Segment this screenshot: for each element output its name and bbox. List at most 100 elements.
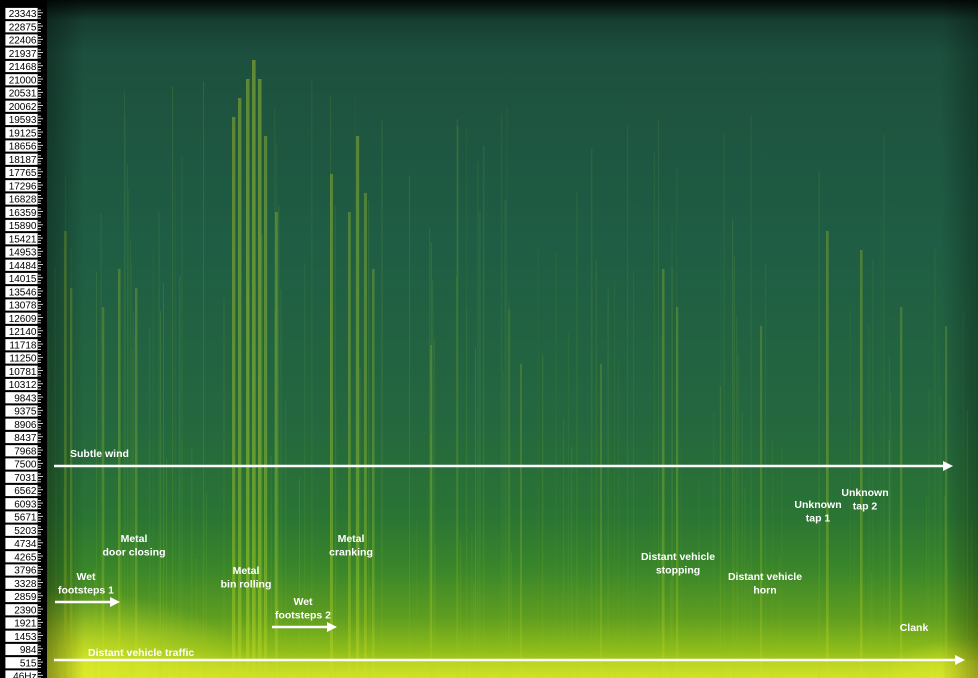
tick-label: 15421 [9,234,37,245]
tick-label-box [4,603,39,617]
annotation-distant-vehicle-traffic: Distant vehicle traffic [54,647,966,666]
tick-label: 2859 [14,592,37,603]
annotation-unknown-tap-1: Unknown tap 1 [794,499,841,525]
tick-label: 8906 [14,420,37,431]
tick-label: 10312 [9,380,37,391]
tick-label-box [4,126,39,140]
tick-label: 14015 [9,274,37,285]
tick-label: 16828 [9,195,37,206]
tick-label: 23343 [9,9,37,20]
tick-label-box [4,550,39,564]
annotation-label: Subtle wind [70,448,129,460]
frequency-tick: 9375 [4,404,43,418]
tick-label: 21000 [9,75,37,86]
frequency-tick: 46Hz [4,669,43,678]
frequency-tick: 18187 [4,152,43,166]
tick-label: 12140 [9,327,37,338]
annotation-distant-vehicle-stopping: Distant vehicle stopping [641,551,715,577]
frequency-tick: 23343 [4,7,43,20]
tick-label: 22406 [9,36,37,47]
annotation-metal-cranking: Metal cranking [329,533,373,559]
tick-label: 21937 [9,49,37,60]
annotation-label: bin rolling [221,579,272,591]
frequency-tick: 18656 [4,139,43,153]
annotation-label: Wet [76,571,96,583]
annotation-label: door closing [103,547,166,559]
frequency-tick: 11250 [4,351,43,365]
tick-label: 8437 [14,433,37,444]
tick-label: 13546 [9,287,37,298]
tick-label: 15890 [9,221,37,232]
tick-label-box [4,629,39,643]
annotation-clank: Clank [900,622,929,634]
annotation-label: horn [753,585,776,597]
tick-label-box [4,7,39,20]
annotation-label: Metal [121,533,148,545]
tick-label: 10781 [9,367,37,378]
frequency-tick: 1921 [4,616,43,630]
tick-label: 7968 [14,446,37,457]
tick-label: 12609 [9,314,37,325]
tick-label-box [4,537,39,550]
frequency-tick: 22406 [4,33,43,47]
frequency-axis: 23343 22875 22406 21937 21468 21000 20531 20062… [0,0,46,678]
spectrogram-plot [47,0,978,678]
annotation-distant-vehicle-horn: Distant vehicle horn [728,571,802,597]
frequency-tick: 13078 [4,298,43,312]
tick-label-box [4,272,39,285]
tick-label-box [4,166,39,179]
frequency-tick: 16828 [4,192,43,206]
frequency-tick: 6562 [4,484,43,497]
frequency-tick: 11718 [4,338,43,351]
tick-label: 46Hz [13,672,36,678]
tick-label-box [4,484,39,497]
tick-label-box [4,192,39,206]
tick-label-box [4,497,39,511]
tick-label-box [4,219,39,232]
tick-label: 4734 [14,539,37,550]
annotation-label: Distant vehicle [728,571,802,583]
tick-label: 20062 [9,102,37,113]
tick-label: 14484 [9,261,37,272]
tick-label-box [4,364,39,378]
frequency-tick: 8437 [4,431,43,444]
tick-label: 2390 [14,605,37,616]
tick-label-box [4,643,39,656]
tick-label-box [4,378,39,391]
tick-label-box [4,99,39,113]
tick-label-box [4,431,39,444]
frequency-tick: 20062 [4,99,43,113]
frequency-tick: 21937 [4,46,43,60]
frequency-tick: 17765 [4,166,43,179]
annotation-label: Distant vehicle [641,551,715,563]
tick-label-box [4,417,39,431]
tick-label-box [4,285,39,299]
tick-label: 19593 [9,115,37,126]
frequency-tick: 20531 [4,86,43,100]
tick-label: 21468 [9,62,37,73]
frequency-tick: 6093 [4,497,43,511]
annotation-subtle-wind: Subtle wind [54,448,954,472]
tick-label: 984 [20,645,37,656]
frequency-tick: 9843 [4,391,43,405]
tick-label: 16359 [9,208,37,219]
tick-label-box [4,444,39,458]
annotations-layer: Subtle wind Metal door closing Wet footsteps… [54,448,966,666]
tick-label: 4265 [14,552,37,563]
tick-label-box [4,311,39,325]
annotation-label: tap 1 [806,513,831,525]
tick-label-box [4,391,39,405]
frequency-tick: 3328 [4,576,43,590]
tick-label: 20531 [9,89,37,100]
frequency-tick: 22875 [4,20,43,33]
tick-label: 3796 [14,566,37,577]
frequency-tick: 8906 [4,417,43,431]
tick-label: 6093 [14,499,37,510]
tick-label: 14953 [9,248,37,259]
frequency-tick: 13546 [4,285,43,299]
annotation-label: footsteps 1 [58,585,114,597]
tick-label: 11250 [9,354,37,365]
tick-label: 5671 [14,513,37,524]
annotation-label: cranking [329,547,373,559]
